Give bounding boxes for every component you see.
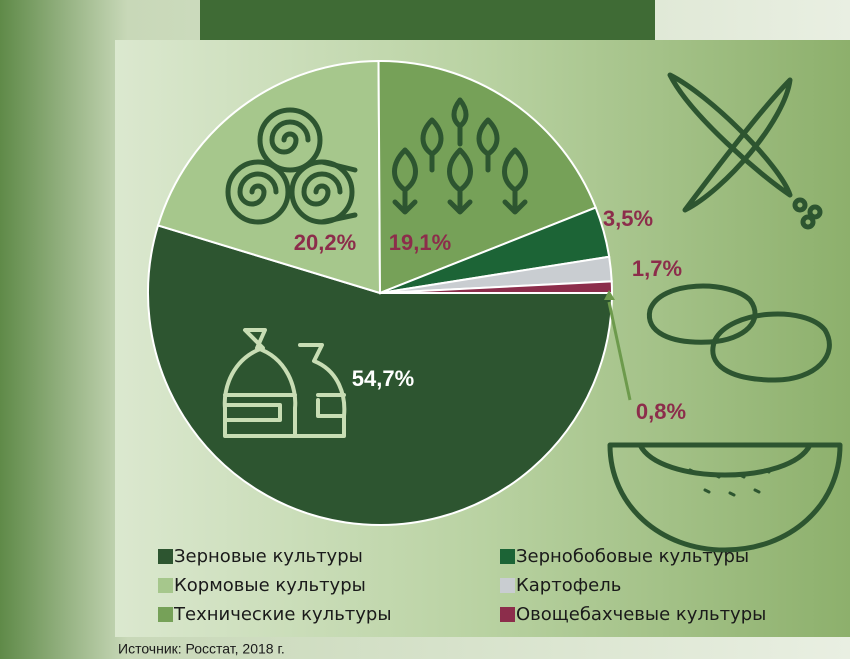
callout-arrow [607,301,632,401]
legend-label: Овощебахчевые культуры [516,604,766,625]
pie-slice [147,224,614,526]
value-label: 3,5% [603,206,653,231]
legend-label: Зернобобовые культуры [516,546,749,567]
callout-arrowhead [604,290,615,300]
legend-swatch [158,607,173,622]
legend-swatch [158,578,173,593]
top-band [200,0,655,40]
legend: Зерновые культуры Кормовые культуры Технич… [158,546,766,625]
value-label: 19,1% [389,230,451,255]
legend-label: Картофель [516,575,621,596]
legend-swatch [500,578,515,593]
source: Источник: Росстат, 2018 г. [118,641,285,657]
legend-swatch [500,549,515,564]
value-label: 1,7% [632,256,682,281]
pie-slice [379,280,614,294]
labels: 54,7% 20,2% 19,1% 3,5% 1,7% 0,8% [294,206,686,424]
value-label: 0,8% [636,399,686,424]
legend-swatch [500,607,515,622]
peas-icon [667,72,823,230]
plants-icon [392,97,528,215]
legend-label: Зерновые культуры [174,546,363,567]
legend-swatch [158,549,173,564]
legend-label: Кормовые культуры [174,575,366,596]
legend-label: Технические культуры [173,604,392,625]
value-label: 54,7% [352,366,414,391]
hay-icon [225,107,358,225]
value-label: 20,2% [294,230,356,255]
bags-icon [222,328,347,438]
potato-icon [646,283,832,383]
pie [147,59,614,526]
melon-icon [607,442,843,553]
